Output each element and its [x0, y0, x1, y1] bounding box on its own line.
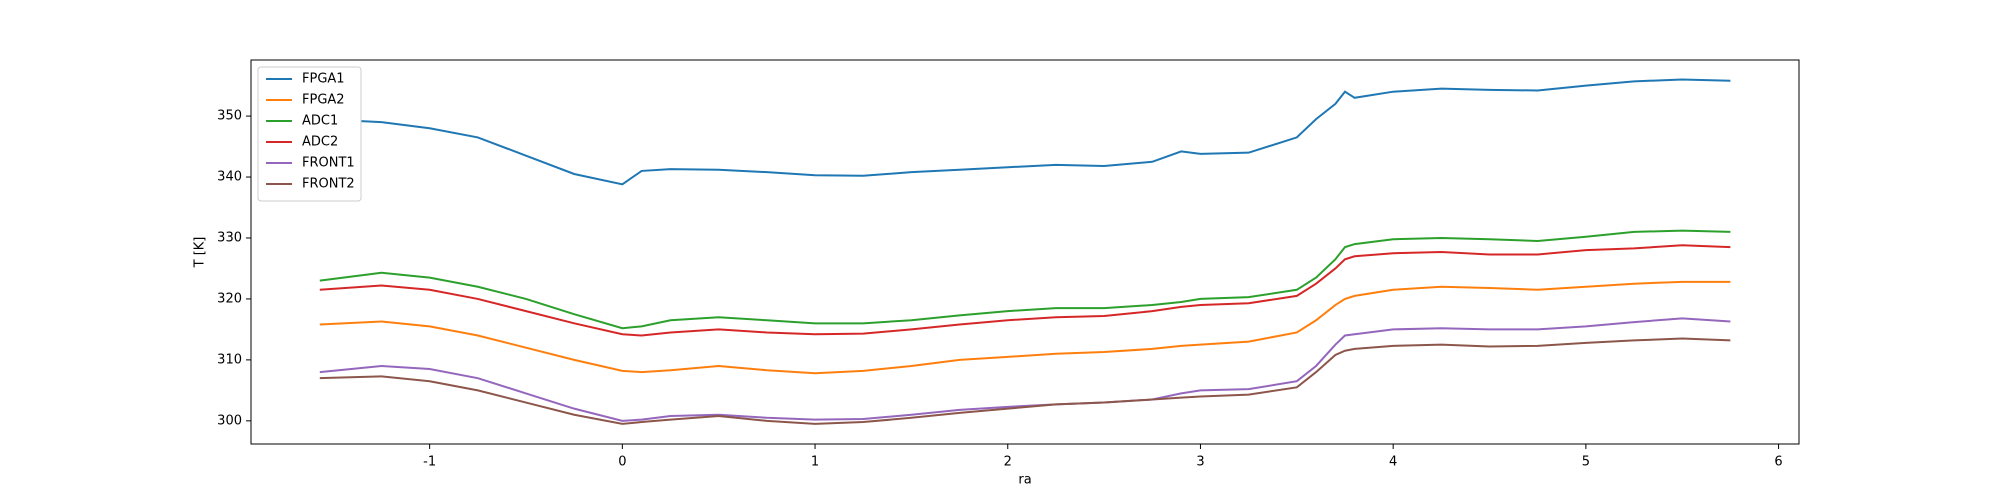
plot-frame	[250, 59, 1800, 445]
line	[319, 280, 1731, 375]
legend-label: FPGA1	[302, 72, 345, 87]
x-tick-label: 1	[811, 455, 819, 470]
y-tick-label: 340	[217, 170, 242, 185]
line	[319, 229, 1731, 330]
y-axis-label: T [K]	[193, 237, 208, 269]
x-tick-label: 5	[1582, 455, 1590, 470]
line	[319, 317, 1731, 422]
x-tick-label: -1	[423, 455, 436, 470]
line	[319, 244, 1731, 337]
legend-label: FRONT1	[302, 156, 355, 171]
y-tick-label: 310	[217, 352, 242, 367]
legend-label: FRONT2	[302, 177, 355, 192]
legend-label: ADC2	[302, 135, 338, 150]
line	[319, 78, 1731, 186]
x-tick-label: 2	[1004, 455, 1012, 470]
x-tick-label: 4	[1389, 455, 1397, 470]
y-tick-label: 330	[217, 230, 242, 245]
y-tick-label: 350	[217, 109, 242, 124]
legend-label: FPGA2	[302, 93, 345, 108]
x-tick-label: 3	[1196, 455, 1204, 470]
y-tick-label: 300	[217, 413, 242, 428]
y-tick-label: 320	[217, 291, 242, 306]
line	[319, 337, 1731, 425]
legend-label: ADC1	[302, 114, 338, 129]
x-tick-label: 0	[618, 455, 626, 470]
x-axis-label: ra	[1018, 473, 1031, 488]
x-tick-label: 6	[1774, 455, 1782, 470]
